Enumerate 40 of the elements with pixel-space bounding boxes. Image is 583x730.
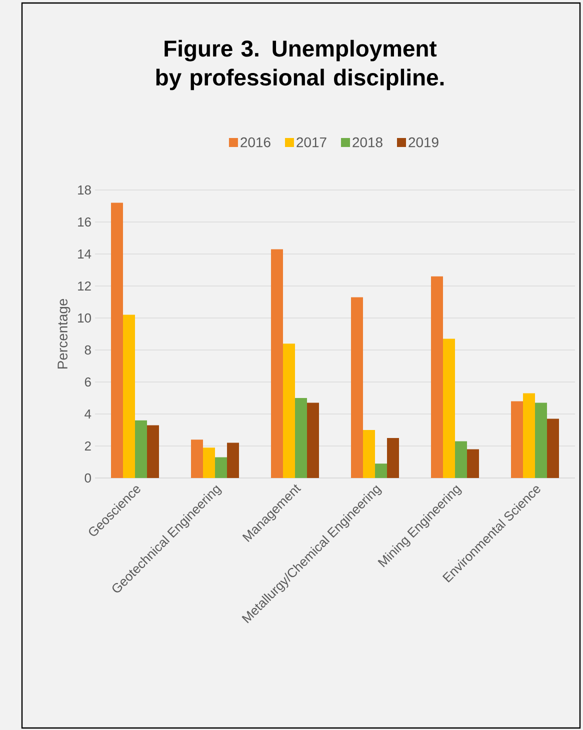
bar [111,202,123,478]
bar [203,448,215,478]
bar [147,425,159,478]
y-tick-label: 0 [84,473,91,483]
chart-title: Figure 3. Unemployment by professional discipline. [156,40,444,90]
y-tick-label: 12 [78,281,91,291]
bar [535,402,547,478]
bar [135,420,147,478]
bar [443,338,455,478]
legend-label: 2018 [352,137,382,148]
legend-label: 2019 [408,137,438,148]
bar [455,441,467,478]
y-tick-label: 16 [78,217,91,227]
bar [387,438,399,478]
bar [523,393,535,478]
bar [295,398,307,478]
bar [270,249,283,478]
y-axis-title: Percentage [58,298,70,369]
y-tick-label: 10 [78,313,91,323]
bar [363,430,375,478]
y-tick-label: 6 [84,377,91,387]
bar [547,418,559,478]
bar [431,276,443,478]
bar [282,344,295,478]
y-tick-label: 8 [84,345,91,355]
bar [123,314,135,478]
bar [351,297,363,478]
bar [467,449,479,478]
y-tick-label: 18 [78,185,91,195]
bar [307,402,319,478]
bar [215,457,227,478]
bar [375,464,387,478]
bar [227,442,239,478]
legend-label: 2017 [296,137,326,148]
y-tick-label: 2 [84,441,91,451]
y-tick-label: 14 [78,250,92,258]
legend-label: 2016 [240,137,270,148]
bar [511,401,523,478]
y-tick-label: 4 [84,410,92,418]
bar [191,440,203,478]
